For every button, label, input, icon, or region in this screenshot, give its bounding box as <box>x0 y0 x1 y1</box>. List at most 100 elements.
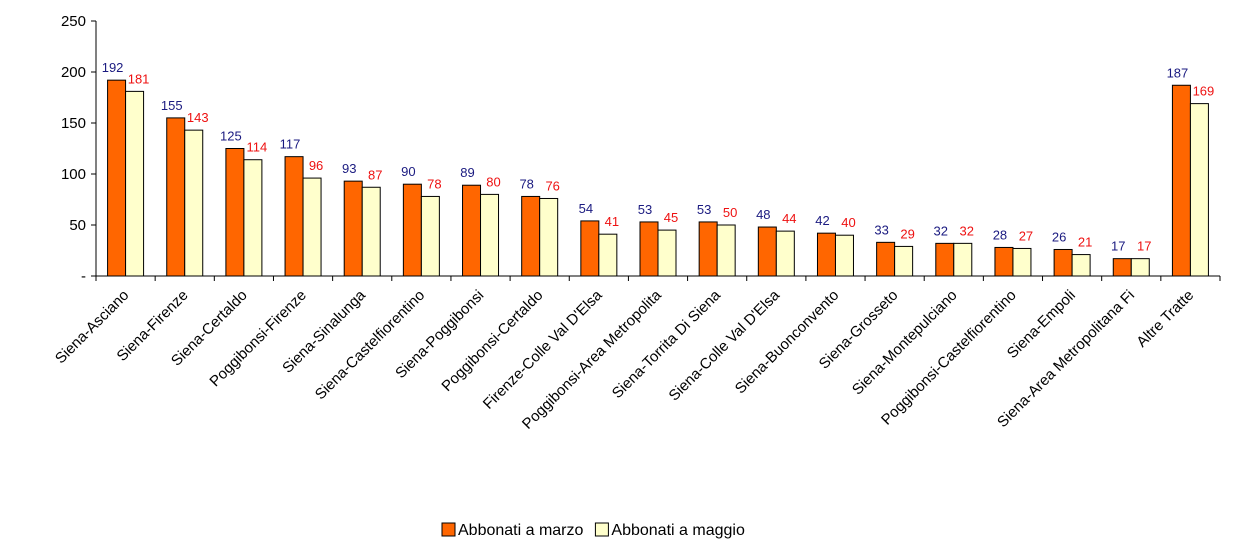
bars <box>107 79 1209 277</box>
category-label-12: Siena-Buonconvento <box>732 287 843 398</box>
bar-marzo-12 <box>816 232 836 277</box>
legend-swatch-1 <box>594 522 609 537</box>
data-label-marzo-16: 26 <box>1052 229 1066 244</box>
bar-maggio-14 <box>953 242 973 277</box>
bar-marzo-16 <box>1053 248 1073 277</box>
data-label-maggio-1: 143 <box>187 110 209 125</box>
category-labels: Siena-AscianoSiena-FirenzeSiena-Certaldo… <box>52 286 1197 432</box>
data-label-marzo-6: 89 <box>460 165 474 180</box>
data-label-marzo-13: 33 <box>874 222 888 237</box>
bar-marzo-11 <box>757 226 777 277</box>
data-label-marzo-0: 192 <box>102 60 124 75</box>
category-label-11: Siena-Colle Val D'Elsa <box>666 286 784 404</box>
y-axis: - 50 100 150 200 250 <box>61 13 97 285</box>
category-label-7: Poggibonsi-Certaldo <box>438 287 546 395</box>
y-tick-label-4: 200 <box>61 64 86 81</box>
bar-maggio-4 <box>361 186 381 277</box>
data-label-marzo-7: 78 <box>519 176 533 191</box>
bar-maggio-17 <box>1130 258 1150 277</box>
bar-marzo-17 <box>1112 258 1132 277</box>
data-label-marzo-4: 93 <box>342 161 356 176</box>
bar-marzo-3 <box>284 156 304 277</box>
bar-maggio-9 <box>657 229 677 277</box>
data-label-maggio-6: 80 <box>486 174 500 189</box>
y-tick-label-1: 50 <box>69 217 86 234</box>
data-label-maggio-18: 169 <box>1193 84 1215 99</box>
data-label-marzo-10: 53 <box>697 202 711 217</box>
bar-maggio-16 <box>1071 254 1091 277</box>
y-tick-label-3: 150 <box>61 115 86 132</box>
bar-maggio-10 <box>716 224 736 277</box>
bar-marzo-2 <box>225 148 245 277</box>
category-label-14: Siena-Montepulciano <box>849 287 961 399</box>
data-label-marzo-3: 117 <box>280 137 301 152</box>
bar-maggio-3 <box>302 177 322 277</box>
category-label-18: Altre Tratte <box>1133 287 1197 351</box>
data-label-marzo-9: 53 <box>638 202 652 217</box>
bar-marzo-18 <box>1171 84 1191 277</box>
bar-marzo-10 <box>698 221 718 277</box>
data-label-maggio-4: 87 <box>368 167 382 182</box>
y-tick-label-5: 250 <box>61 13 86 30</box>
data-label-marzo-12: 42 <box>815 213 829 228</box>
bar-maggio-2 <box>243 159 263 277</box>
bar-marzo-9 <box>639 221 659 277</box>
data-label-maggio-2: 114 <box>247 140 268 155</box>
bar-marzo-0 <box>107 79 127 277</box>
bar-maggio-13 <box>894 245 914 277</box>
bar-maggio-18 <box>1189 103 1209 277</box>
legend-label-0: Abbonati a marzo <box>458 522 584 539</box>
data-label-maggio-12: 40 <box>841 215 855 230</box>
data-label-maggio-15: 27 <box>1019 228 1033 243</box>
data-label-maggio-17: 17 <box>1137 239 1151 254</box>
bar-marzo-7 <box>521 195 541 277</box>
data-label-maggio-16: 21 <box>1078 235 1092 250</box>
bar-maggio-1 <box>184 129 204 277</box>
category-label-5: Siena-Castelfiorentino <box>312 287 428 403</box>
legend-label-1: Abbonati a maggio <box>611 522 745 539</box>
data-label-maggio-9: 45 <box>664 210 678 225</box>
bar-marzo-6 <box>462 184 482 277</box>
bar-marzo-14 <box>935 242 955 277</box>
data-label-marzo-5: 90 <box>401 164 415 179</box>
bar-maggio-5 <box>420 195 440 277</box>
category-label-8: Firenze-Colle Val D'Elsa <box>480 286 606 412</box>
bar-marzo-5 <box>402 183 422 277</box>
bar-maggio-12 <box>834 234 854 277</box>
bar-maggio-7 <box>539 197 559 277</box>
data-labels: 192 181 155 143 125 114 117 96 93 87 90 78 89 80 78 76 5… <box>102 60 1215 254</box>
category-label-10: Siena-Torrita Di Siena <box>609 286 725 402</box>
bar-marzo-15 <box>994 246 1014 277</box>
y-tick-label-0: - <box>81 268 86 285</box>
data-label-marzo-8: 54 <box>579 201 593 216</box>
data-label-marzo-11: 48 <box>756 207 770 222</box>
bar-maggio-6 <box>480 193 500 277</box>
data-label-marzo-14: 32 <box>934 223 948 238</box>
bar-marzo-1 <box>166 117 186 277</box>
data-label-marzo-18: 187 <box>1167 65 1189 80</box>
data-label-marzo-15: 28 <box>993 227 1007 242</box>
legend: Abbonati a marzo Abbonati a maggio <box>441 522 745 539</box>
data-label-maggio-7: 76 <box>545 178 559 193</box>
data-label-marzo-17: 17 <box>1111 239 1125 254</box>
bar-maggio-0 <box>125 90 145 277</box>
data-label-maggio-10: 50 <box>723 205 737 220</box>
bar-marzo-4 <box>343 180 363 277</box>
data-label-maggio-8: 41 <box>605 214 619 229</box>
bar-maggio-15 <box>1012 247 1032 277</box>
bar-marzo-13 <box>876 241 896 277</box>
y-tick-label-2: 100 <box>61 166 86 183</box>
data-label-maggio-14: 32 <box>960 223 974 238</box>
bar-maggio-11 <box>775 230 795 277</box>
x-axis <box>95 275 1221 281</box>
legend-swatch-0 <box>441 522 456 537</box>
bar-marzo-8 <box>580 220 600 277</box>
data-label-maggio-13: 29 <box>900 226 914 241</box>
data-label-marzo-1: 155 <box>161 98 183 113</box>
bar-maggio-8 <box>598 233 618 277</box>
data-label-maggio-11: 44 <box>782 211 796 226</box>
data-label-marzo-2: 125 <box>220 129 242 144</box>
data-label-maggio-3: 96 <box>309 158 323 173</box>
data-label-maggio-0: 181 <box>128 71 150 86</box>
